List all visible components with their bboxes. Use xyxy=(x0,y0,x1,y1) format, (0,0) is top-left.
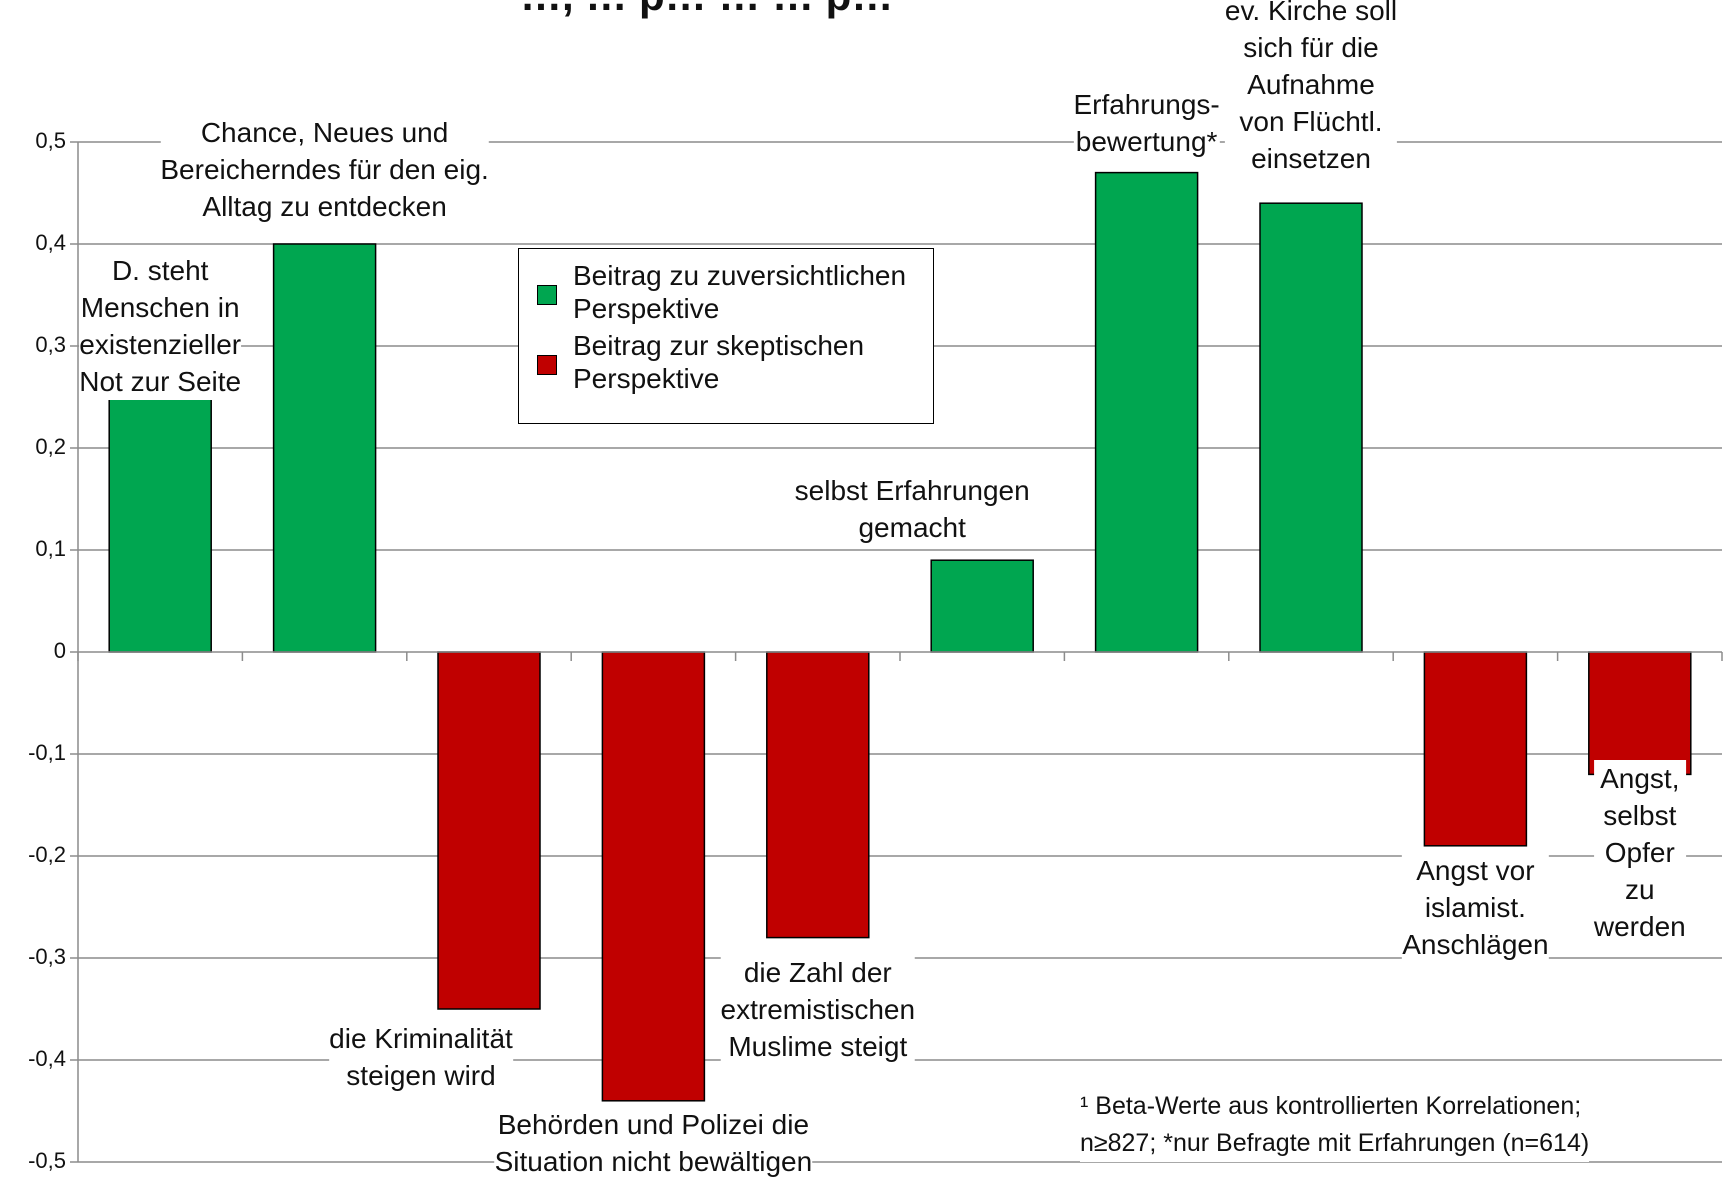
y-tick-label: 0,3 xyxy=(35,332,66,357)
category-label: Erfahrungs- bewertung* xyxy=(1073,86,1220,160)
y-tick-label: 0 xyxy=(53,638,66,663)
category-label: ev. Kirche soll sich für die Aufnahme vo… xyxy=(1224,0,1398,177)
category-label: D. steht Menschen in existenzieller Not … xyxy=(79,252,242,400)
chart-title: …, … p… … … p… xyxy=(520,0,893,20)
category-label: Angst vor islamist. Anschlägen xyxy=(1402,852,1549,963)
bar xyxy=(766,651,870,939)
bar xyxy=(1259,202,1363,653)
y-tick-label: 0,1 xyxy=(35,536,66,561)
bar xyxy=(1588,651,1692,776)
y-tick-label: -0,3 xyxy=(28,944,66,969)
category-label: Chance, Neues und Bereicherndes für den … xyxy=(160,114,489,225)
bar xyxy=(1423,651,1528,847)
bar xyxy=(108,396,212,653)
footnote: ¹ Beta-Werte aus kontrollierten Korrelat… xyxy=(1080,1088,1590,1162)
bar xyxy=(1094,171,1199,653)
y-tick-label: -0,2 xyxy=(28,842,66,867)
legend-label: Beitrag zu zuversichtlichen Perspektive xyxy=(573,260,907,324)
bar xyxy=(437,651,541,1010)
bar xyxy=(601,651,706,1102)
y-tick-label: 0,2 xyxy=(35,434,66,459)
y-tick-label: -0,5 xyxy=(28,1148,66,1173)
legend: Beitrag zu zuversichtlichen Perspektive … xyxy=(518,248,934,424)
category-label: Behörden und Polizei die Situation nicht… xyxy=(494,1106,813,1180)
category-label: die Zahl der extremistischen Muslime ste… xyxy=(720,954,916,1065)
y-tick-label: -0,1 xyxy=(28,740,66,765)
y-tick-label: 0,5 xyxy=(35,128,66,153)
y-tick-label: 0,4 xyxy=(35,230,66,255)
category-label: Angst, selbst Opfer zu werden xyxy=(1593,760,1686,945)
category-label: die Kriminalität steigen wird xyxy=(329,1020,513,1094)
bars xyxy=(108,171,1692,1102)
legend-swatch-green xyxy=(537,285,557,305)
category-label: selbst Erfahrungen gemacht xyxy=(794,472,1030,546)
bar xyxy=(272,243,377,653)
legend-label: Beitrag zur skeptischen Perspektive xyxy=(573,330,865,394)
y-tick-label: -0,4 xyxy=(28,1046,66,1071)
bar xyxy=(930,559,1034,653)
axes xyxy=(70,141,1723,1163)
legend-swatch-red xyxy=(537,355,557,375)
